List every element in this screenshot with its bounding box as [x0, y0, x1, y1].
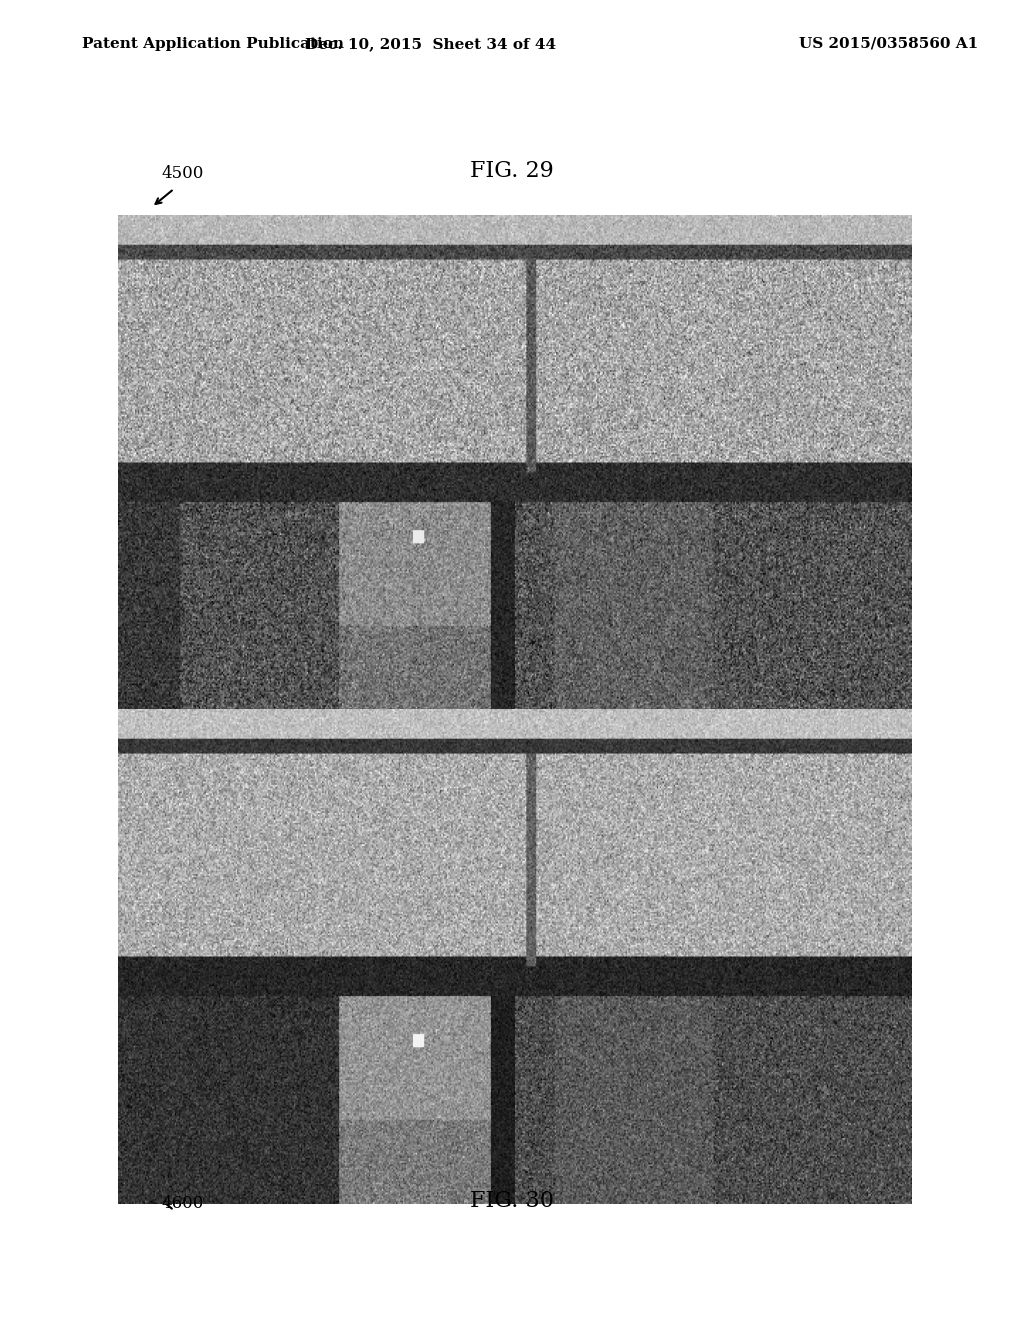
Text: US 2015/0358560 A1: US 2015/0358560 A1 — [799, 37, 978, 51]
Text: FIG. 30: FIG. 30 — [470, 1189, 554, 1212]
Text: Dec. 10, 2015  Sheet 34 of 44: Dec. 10, 2015 Sheet 34 of 44 — [304, 37, 556, 51]
Text: FIG. 29: FIG. 29 — [470, 160, 554, 182]
Text: 4500: 4500 — [162, 165, 204, 182]
Text: 4600: 4600 — [162, 1195, 204, 1212]
Text: Patent Application Publication: Patent Application Publication — [82, 37, 344, 51]
